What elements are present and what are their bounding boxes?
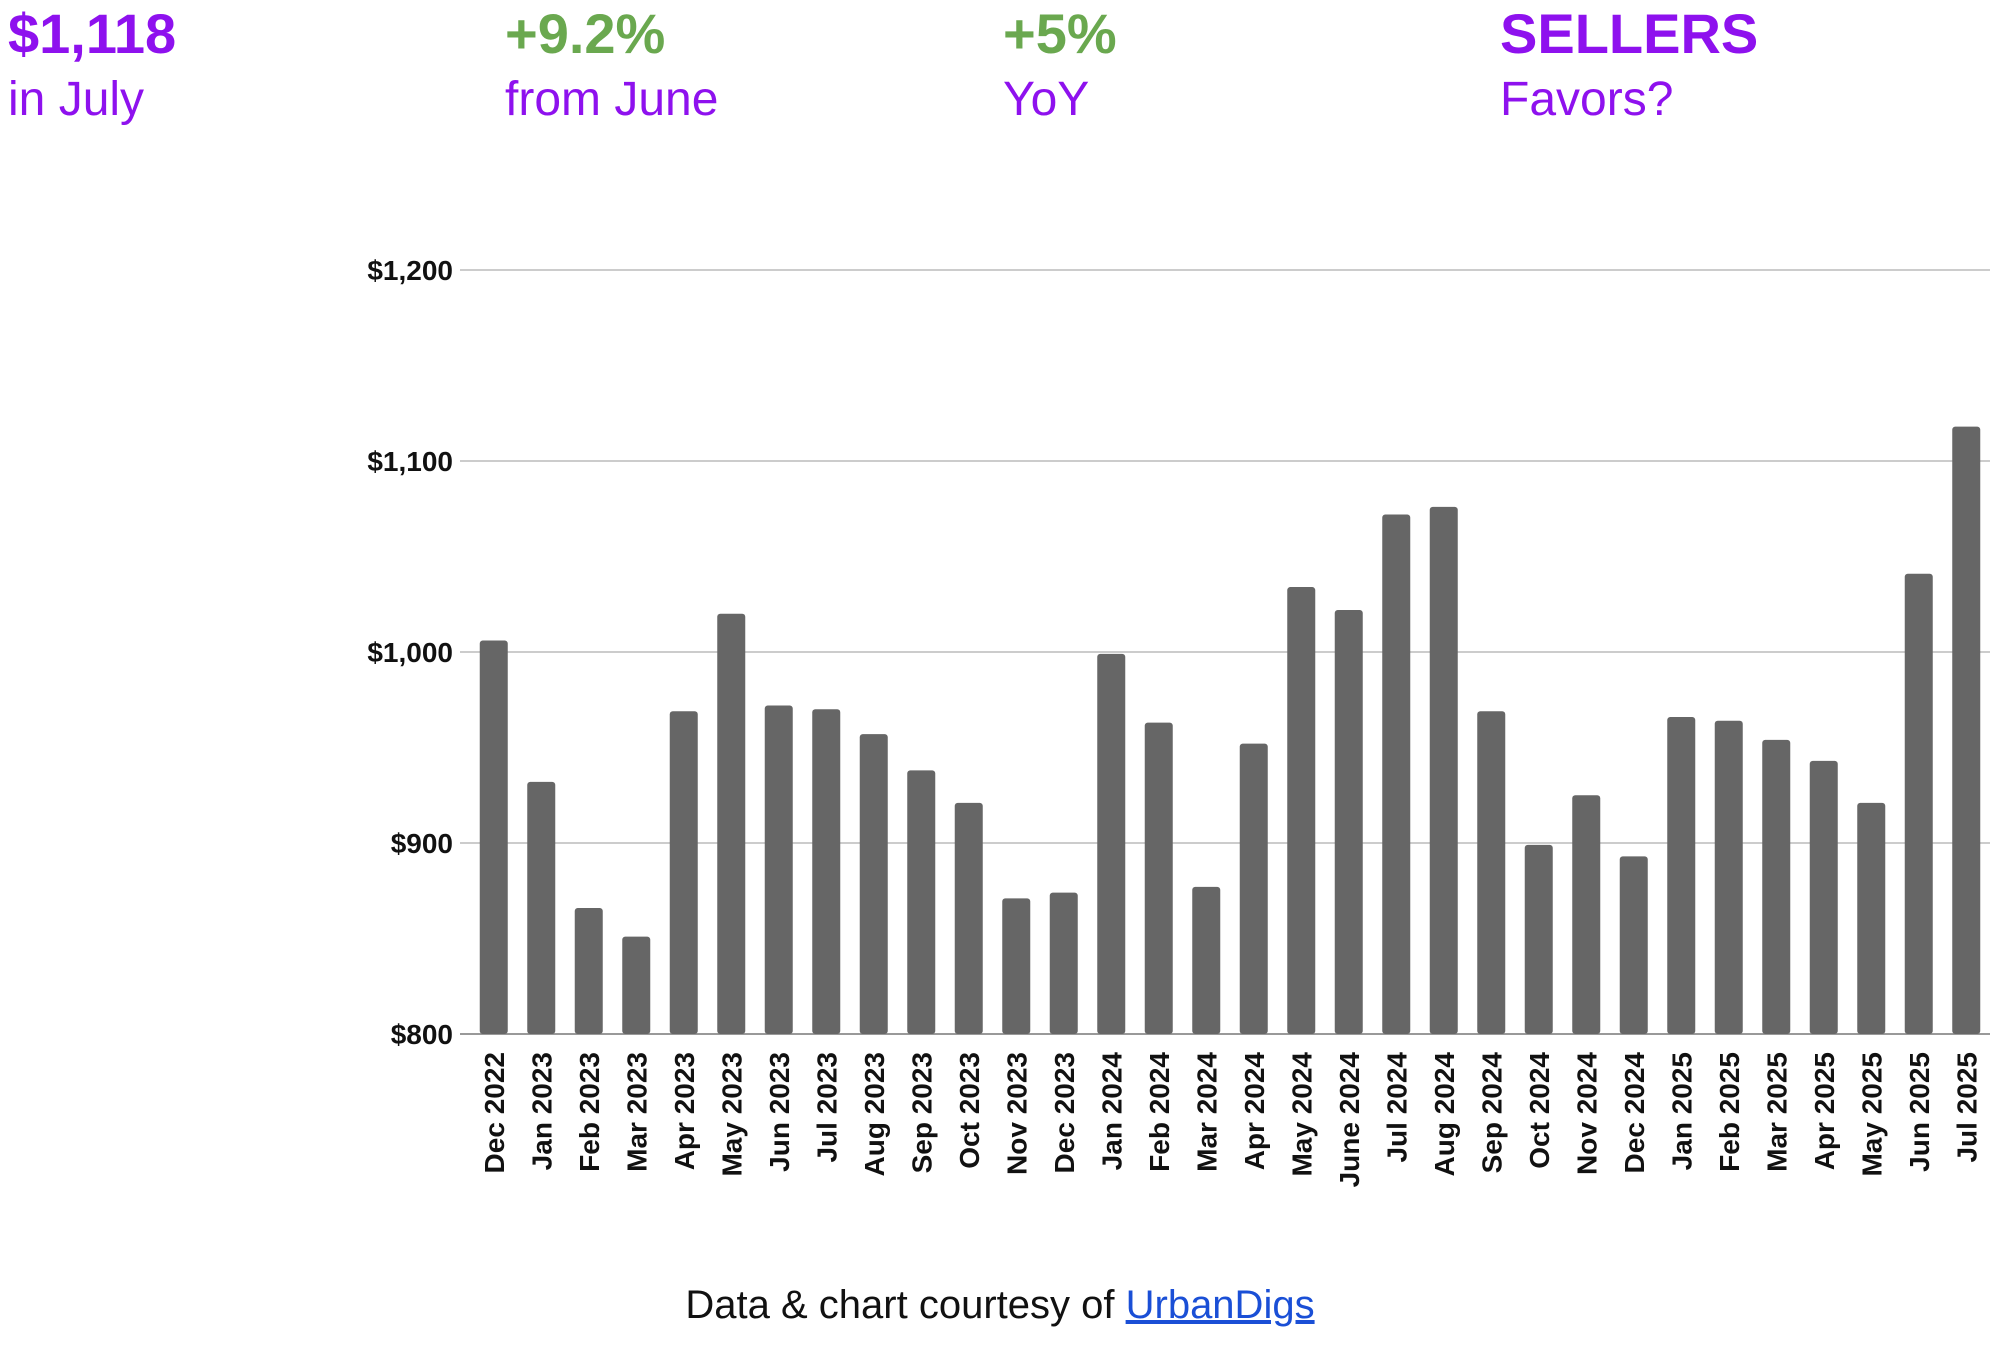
y-tick-label: $1,100	[367, 446, 453, 477]
x-tick-label: Apr 2025	[1809, 1052, 1840, 1170]
stat-value: +9.2%	[505, 2, 666, 65]
x-tick-label: Mar 2023	[621, 1052, 652, 1172]
price-bar-chart: $800 $900 $1,000 $1,100 $1,200 Dec 2022 Jan 2…	[367, 255, 1990, 1188]
x-tick-label: Dec 2022	[479, 1052, 510, 1173]
bar-may-2025	[1857, 802, 1886, 1034]
x-tick-label: Aug 2023	[859, 1052, 890, 1177]
bar-june-2024	[1334, 609, 1363, 1034]
urbandigs-link[interactable]: UrbanDigs	[1125, 1283, 1315, 1327]
bar-nov-2024	[1572, 795, 1601, 1034]
x-tick-label: June 2024	[1334, 1052, 1365, 1188]
stat-label: from June	[505, 73, 719, 126]
x-tick-label: Feb 2024	[1144, 1052, 1175, 1172]
bar-jun-2025	[1904, 573, 1933, 1034]
x-tick-label: Sep 2023	[906, 1052, 937, 1173]
x-tick-label: Mar 2024	[1191, 1052, 1222, 1172]
x-tick-label: Jul 2024	[1381, 1052, 1412, 1163]
y-tick-label: $1,200	[367, 255, 453, 286]
x-tick-label: Jul 2025	[1951, 1052, 1982, 1163]
bar-apr-2025	[1809, 760, 1838, 1034]
bar-dec-2023	[1049, 892, 1078, 1034]
bar-feb-2023	[574, 907, 603, 1034]
bar-oct-2023	[954, 802, 983, 1034]
bar-mar-2025	[1762, 739, 1791, 1034]
bar-mar-2024	[1192, 886, 1221, 1034]
stat-label: in July	[8, 73, 145, 126]
x-tick-label: Jan 2025	[1666, 1052, 1697, 1170]
bar-feb-2025	[1714, 720, 1743, 1034]
stat-value: SELLERS	[1500, 2, 1759, 65]
x-tick-label: Feb 2023	[574, 1052, 605, 1172]
y-axis-ticks: $800 $900 $1,000 $1,100 $1,200	[367, 255, 453, 1050]
x-tick-label: Oct 2023	[954, 1052, 985, 1169]
x-tick-label: Jun 2025	[1904, 1052, 1935, 1172]
bar-jul-2024	[1382, 514, 1411, 1034]
chart-credit: Data & chart courtesy of UrbanDigs	[0, 1283, 2000, 1328]
bar-aug-2023	[859, 734, 888, 1034]
bar-apr-2024	[1239, 743, 1268, 1034]
x-tick-label: Nov 2023	[1001, 1052, 1032, 1175]
x-tick-label: Nov 2024	[1571, 1052, 1602, 1175]
bar-dec-2022	[479, 640, 508, 1034]
x-tick-label: May 2025	[1856, 1052, 1887, 1177]
x-tick-label: May 2023	[716, 1052, 747, 1177]
bar-nov-2023	[1002, 898, 1031, 1034]
bar-jun-2023	[764, 705, 793, 1034]
x-tick-label: Apr 2024	[1239, 1052, 1270, 1171]
x-tick-label: Aug 2024	[1429, 1052, 1460, 1177]
x-axis-ticks: Dec 2022 Jan 2023 Feb 2023 Mar 2023 Apr 2023…	[479, 1052, 1983, 1188]
bar-jul-2025	[1952, 426, 1981, 1034]
x-tick-label: Apr 2023	[669, 1052, 700, 1170]
bar-may-2023	[717, 613, 746, 1034]
bar-dec-2024	[1619, 856, 1648, 1034]
stat-value: +5%	[1003, 2, 1117, 65]
x-tick-label: Jan 2024	[1096, 1052, 1127, 1171]
stat-month-change: +9.2% from June	[505, 0, 718, 132]
bar-mar-2023	[622, 936, 651, 1034]
stat-value: $1,118	[8, 2, 177, 65]
bar-may-2024	[1287, 587, 1316, 1034]
bar-jan-2024	[1097, 653, 1126, 1034]
bar-feb-2024	[1144, 722, 1173, 1034]
stat-label: YoY	[1003, 73, 1090, 126]
bar-aug-2024	[1429, 506, 1458, 1035]
bar-apr-2023	[669, 711, 698, 1034]
x-tick-label: Dec 2023	[1049, 1052, 1080, 1173]
x-tick-label: Oct 2024	[1524, 1052, 1555, 1169]
stat-yoy-change: +5% YoY	[1003, 0, 1117, 132]
x-tick-label: Mar 2025	[1761, 1052, 1792, 1172]
bar-jan-2023	[527, 781, 556, 1034]
x-tick-label: Jan 2023	[526, 1052, 557, 1170]
stat-label: Favors?	[1500, 73, 1674, 126]
y-tick-label: $900	[391, 828, 453, 859]
y-tick-label: $1,000	[367, 637, 453, 668]
y-tick-label: $800	[391, 1019, 453, 1050]
bar-jul-2023	[812, 709, 841, 1034]
chart-bars	[479, 426, 1981, 1035]
bar-oct-2024	[1524, 844, 1553, 1034]
x-tick-label: Dec 2024	[1619, 1052, 1650, 1174]
bar-jan-2025	[1667, 716, 1696, 1034]
x-tick-label: Jun 2023	[764, 1052, 795, 1172]
stat-current-value: $1,118 in July	[8, 0, 176, 132]
x-tick-label: May 2024	[1286, 1052, 1317, 1177]
credit-text: Data & chart courtesy of	[685, 1283, 1126, 1327]
bar-sep-2024	[1477, 711, 1506, 1034]
x-tick-label: Feb 2025	[1714, 1052, 1745, 1172]
bar-sep-2023	[907, 770, 936, 1034]
x-tick-label: Sep 2024	[1476, 1052, 1507, 1174]
x-tick-label: Jul 2023	[811, 1052, 842, 1163]
stat-market-favors: SELLERS Favors?	[1500, 0, 1758, 132]
